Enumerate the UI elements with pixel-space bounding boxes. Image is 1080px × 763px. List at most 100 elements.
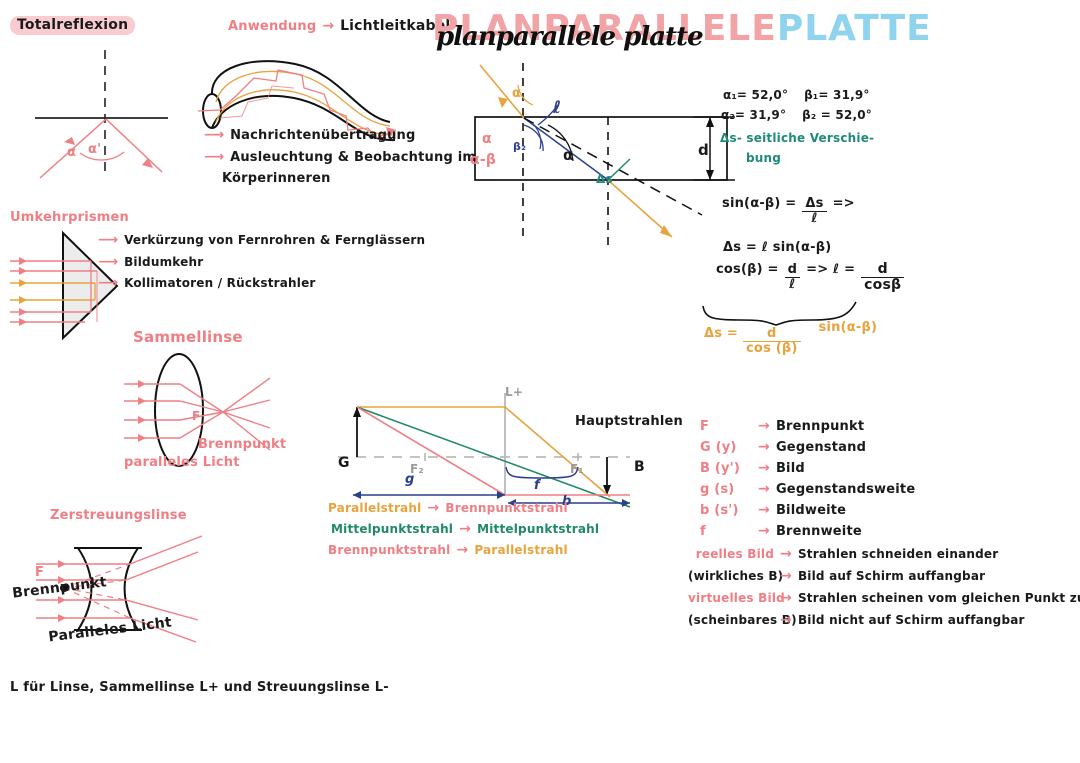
arrow-icon: →	[459, 521, 472, 537]
glossary-row: b (s') → Bildweite	[700, 502, 915, 523]
heading-anwendung: Anwendung → Lichtleitkabel	[228, 18, 450, 34]
definition-row: reelles Bild → Strahlen schneiden einand…	[688, 546, 1080, 568]
definition-row: virtuelles Bild → Strahlen scheinen vom …	[688, 590, 1080, 612]
sammellinse-focus-label: F	[192, 409, 201, 423]
totalreflexion-diagram	[35, 50, 168, 179]
bullet-arrow-icon: ⟶	[98, 254, 119, 270]
title-accent: PLATTE	[776, 8, 932, 49]
definition-row: (wirkliches B) → Bild auf Schirm auffang…	[688, 568, 1080, 590]
arrow-icon: →	[780, 612, 792, 628]
ray-legend-row-1: Mittelpunktstrahl → Mittelpunktstrahl	[331, 521, 599, 537]
glossary-symbol: b (s')	[700, 503, 739, 518]
image-label-B: B	[634, 459, 645, 475]
zerstreuungslinse-light-text: Paralleles Licht	[47, 614, 173, 646]
formula-sine-num: Δs	[802, 197, 827, 212]
anwendung-target: Lichtleitkabel	[340, 18, 451, 34]
ray-legend-from: Parallelstrahl	[328, 501, 422, 515]
bullet-arrow-icon: ⟶	[98, 232, 119, 248]
fiber-optic-cable-diagram	[197, 60, 397, 142]
ray-legend-to: Mittelpunktstrahl	[477, 522, 600, 536]
plate-alpha-inner: α	[563, 146, 574, 164]
plate-thickness-d: d	[698, 141, 709, 159]
focus-label-F2: F₂	[410, 462, 424, 476]
formula-cos-lhs: cos(β) =	[716, 262, 779, 277]
glossary-text: Gegenstand	[775, 440, 867, 455]
umkehrprismen-bullet-2: ⟶ Kollimatoren / Rückstrahler	[98, 275, 316, 291]
formula-sine: sin(α-β) = Δs ℓ =>	[722, 196, 855, 225]
result-lhs: Δs =	[704, 326, 739, 341]
umkehrprismen-bullet-1: ⟶ Bildumkehr	[98, 254, 203, 270]
glossary-symbol: f	[700, 524, 706, 539]
lens-label: L+	[505, 385, 524, 399]
ray-legend-to: Parallelstrahl	[474, 543, 568, 557]
bullet-arrow-icon: ⟶	[204, 149, 225, 165]
glossary-text: Brennpunkt	[775, 419, 865, 434]
arrow-icon: →	[758, 418, 770, 434]
glossary-row: g (s) → Gegenstandsweite	[700, 481, 915, 502]
sammellinse-focus-text: Brennpunkt	[198, 437, 287, 452]
bullet-arrow-icon: ⟶	[204, 127, 225, 143]
arrow-icon: →	[758, 481, 770, 497]
glossary-symbols: F → Brennpunkt G (y) → Gegenstand B (y')…	[700, 418, 915, 544]
object-label-G: G	[338, 455, 350, 471]
formula-delta-s: Δs = ℓ sin(α-β)	[723, 240, 832, 255]
beta2-value: β₂ = 52,0°	[802, 108, 873, 122]
formula-sine-lhs: sin(α-β) =	[722, 196, 797, 211]
formula-cos-num2: d	[861, 262, 905, 278]
plate-ell-label: ℓ	[553, 98, 562, 118]
definition-text: Strahlen scheinen vom gleichen Punkt zu …	[797, 591, 1080, 605]
glossary-symbol: B (y')	[700, 461, 740, 476]
definition-term: (scheinbares B)	[688, 613, 797, 627]
delta-s-note-line1: Δs- seitliche Verschie-	[720, 131, 875, 145]
focus-label-F1: F₁	[570, 462, 584, 476]
arrow-icon: →	[780, 546, 792, 562]
formula-sine-tail: =>	[832, 196, 855, 211]
glossary-text: Bild	[775, 461, 805, 476]
result-num: d	[743, 327, 801, 342]
title-main: PLANPARALLELE	[432, 8, 777, 49]
heading-zerstreuungslinse: Zerstreuungslinse	[50, 508, 187, 523]
ray-diagram-title: Hauptstrahlen	[575, 414, 683, 429]
definition-term: reelles Bild	[695, 547, 774, 561]
glossary-definitions: reelles Bild → Strahlen schneiden einand…	[688, 546, 1080, 634]
heading-umkehrprismen: Umkehrprismen	[10, 210, 130, 225]
arrow-icon: →	[758, 502, 770, 518]
glossary-row: G (y) → Gegenstand	[700, 439, 915, 460]
principal-rays-diagram	[338, 393, 631, 508]
formula-cos-num: d	[784, 263, 801, 278]
result-den: cos (β)	[746, 340, 798, 356]
ray-legend-to: Brennpunktstrahl	[445, 501, 568, 515]
bullet-text: Verkürzung von Fernrohren & Fernglässern	[124, 233, 426, 247]
bullet-text: Ausleuchtung & Beobachtung im	[230, 150, 477, 165]
arrow-icon: →	[758, 460, 770, 476]
result-tail: sin(α-β)	[818, 320, 878, 335]
arrow-icon: →	[427, 500, 440, 516]
glossary-text: Gegenstandsweite	[775, 482, 916, 497]
ray-legend-from: Brennpunktstrahl	[328, 543, 451, 557]
alpha1-value: α₁= 52,0°	[723, 88, 789, 102]
heading-sammellinse: Sammellinse	[133, 328, 243, 346]
definition-text: Bild nicht auf Schirm auffangbar	[797, 613, 1025, 627]
plate-delta-s: Δs	[596, 172, 613, 186]
arrow-icon: →	[758, 439, 770, 455]
heading-totalreflexion: Totalreflexion	[10, 16, 136, 35]
bullet-text: Nachrichtenübertragung	[230, 128, 416, 143]
formula-result: Δs = d cos (β) sin(α-β)	[704, 320, 877, 356]
glossary-row: f → Brennweite	[700, 523, 915, 544]
distance-g: g	[405, 472, 415, 487]
prism-diagram	[10, 230, 119, 341]
anwendung-label: Anwendung	[228, 19, 317, 34]
beta1-value: β₁= 31,9°	[804, 88, 870, 102]
plate-beta2: β₂	[513, 140, 527, 153]
zerstreuungslinse-focus-text: Brennpunkt	[11, 574, 108, 602]
page-title-cursive: planparallele platte	[436, 22, 704, 52]
anwendung-bullet-2: Körperinneren	[222, 171, 331, 186]
footer-note: L für Linse, Sammellinse L+ und Streuung…	[10, 680, 389, 695]
arrow-icon: →	[780, 568, 792, 584]
ray-legend-from: Mittelpunktstrahl	[331, 522, 454, 536]
bullet-arrow-icon: ⟶	[98, 275, 119, 291]
definition-text: Bild auf Schirm auffangbar	[797, 569, 986, 583]
measurement-row-2: α₂= 31,9° β₂ = 52,0°	[721, 108, 872, 122]
